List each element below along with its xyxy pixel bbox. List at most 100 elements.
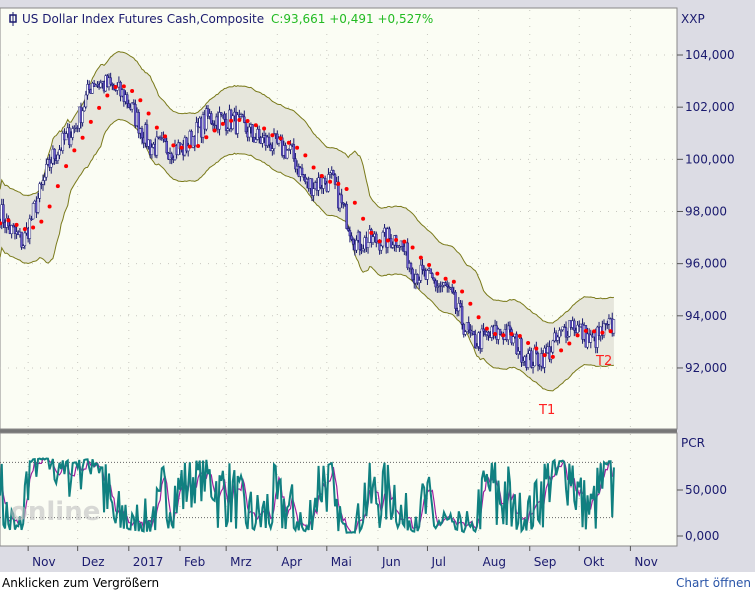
price-body bbox=[561, 326, 564, 331]
ma-dot bbox=[460, 289, 465, 294]
ma-dot bbox=[245, 119, 250, 124]
price-body bbox=[244, 122, 248, 133]
price-body bbox=[211, 123, 215, 125]
price-body bbox=[261, 137, 264, 144]
price-body bbox=[462, 324, 465, 335]
band-lower bbox=[0, 118, 614, 392]
price-body bbox=[224, 119, 228, 131]
y-tick-label: 94,000 bbox=[685, 309, 727, 323]
x-tick-label: Jun bbox=[381, 555, 401, 569]
ma-dot bbox=[328, 179, 333, 184]
price-body bbox=[482, 328, 485, 332]
ma-dot bbox=[88, 119, 93, 124]
price-body bbox=[43, 176, 46, 181]
price-body bbox=[310, 178, 314, 196]
ma-dot bbox=[6, 218, 11, 223]
price-body bbox=[419, 264, 423, 281]
price-body bbox=[589, 334, 593, 343]
price-body bbox=[302, 174, 305, 178]
price-body bbox=[422, 269, 426, 271]
ma-dot bbox=[130, 88, 135, 93]
ma-dot bbox=[97, 105, 102, 110]
ma-dot bbox=[517, 333, 522, 338]
price-body bbox=[421, 264, 424, 270]
price-body bbox=[81, 110, 84, 123]
price-body bbox=[515, 333, 518, 355]
price-body bbox=[71, 128, 74, 138]
price-body bbox=[602, 323, 606, 336]
price-body bbox=[554, 332, 558, 341]
price-body bbox=[94, 85, 98, 87]
ma-dot bbox=[154, 125, 159, 130]
watermark-logo: online bbox=[10, 497, 100, 527]
price-body bbox=[566, 335, 569, 338]
x-tick-label: 2017 bbox=[133, 555, 164, 569]
ma-dot bbox=[493, 331, 498, 336]
enlarge-hint[interactable]: Anklicken zum Vergrößern bbox=[2, 576, 160, 590]
price-body bbox=[333, 174, 337, 185]
price-body bbox=[417, 280, 421, 284]
price-body bbox=[236, 114, 239, 134]
ma-dot bbox=[187, 144, 192, 149]
open-chart-link[interactable]: Chart öffnen bbox=[676, 576, 751, 590]
price-body bbox=[219, 112, 223, 115]
price-body bbox=[53, 148, 56, 159]
ma-dot bbox=[600, 330, 605, 335]
price-body bbox=[328, 172, 332, 175]
price-body bbox=[119, 81, 122, 97]
price-body bbox=[30, 218, 33, 221]
chart-frame[interactable]: online Nov Dez 2017 Feb Mrz Apr Mai Jun Jul Aug Se… bbox=[0, 0, 755, 572]
y-tick-label: 100,000 bbox=[685, 152, 735, 166]
price-body bbox=[340, 194, 343, 204]
ma-dot bbox=[278, 136, 283, 141]
price-body bbox=[254, 139, 258, 143]
quote-text: C:93,661 +0,491 +0,527% bbox=[271, 12, 433, 26]
price-body bbox=[510, 329, 513, 344]
ma-dot bbox=[171, 143, 176, 148]
price-body bbox=[454, 291, 457, 309]
price-body bbox=[292, 144, 296, 159]
y-tick-label: 104,000 bbox=[685, 48, 735, 62]
price-body bbox=[61, 132, 65, 151]
x-tick-label: Mrz bbox=[230, 555, 252, 569]
price-body bbox=[218, 112, 221, 130]
price-body bbox=[355, 240, 358, 251]
chart-title: US Dollar Index Futures Cash,Composite bbox=[22, 12, 264, 26]
price-body bbox=[521, 360, 525, 363]
lower-y-tick-label: 0,000 bbox=[685, 529, 719, 543]
ma-dot bbox=[377, 239, 382, 244]
price-body bbox=[381, 231, 385, 247]
pcr-line bbox=[0, 457, 615, 535]
price-body bbox=[145, 124, 149, 147]
ma-dot bbox=[352, 200, 357, 205]
price-body bbox=[36, 198, 40, 213]
price-body bbox=[576, 324, 579, 333]
ma-dot bbox=[55, 184, 60, 189]
price-body bbox=[83, 106, 86, 112]
price-body bbox=[84, 94, 88, 108]
price-body bbox=[28, 218, 32, 239]
price-body bbox=[526, 353, 530, 368]
price-body bbox=[573, 320, 576, 331]
price-body bbox=[416, 274, 419, 284]
price-body bbox=[530, 350, 533, 368]
title-bg bbox=[3, 10, 443, 28]
ma-dot bbox=[567, 341, 572, 346]
price-body bbox=[332, 170, 335, 175]
ma-dot bbox=[39, 219, 44, 224]
price-body bbox=[612, 319, 616, 334]
price-body bbox=[464, 331, 467, 335]
ma-dot bbox=[369, 230, 374, 235]
price-body bbox=[271, 148, 274, 151]
chart-svg[interactable]: online Nov Dez 2017 Feb Mrz Apr Mai Jun Jul Aug Se… bbox=[0, 0, 755, 572]
price-body bbox=[206, 108, 210, 117]
price-body bbox=[68, 127, 71, 146]
ma-dot bbox=[418, 255, 423, 260]
ma-dot bbox=[80, 135, 85, 140]
lower-y-tick-label: 50,000 bbox=[685, 483, 727, 497]
x-tick-label: Sep bbox=[534, 555, 557, 569]
price-body bbox=[155, 136, 159, 156]
x-tick-label: Aug bbox=[483, 555, 506, 569]
price-body bbox=[370, 229, 373, 243]
ma-dot bbox=[443, 276, 448, 281]
